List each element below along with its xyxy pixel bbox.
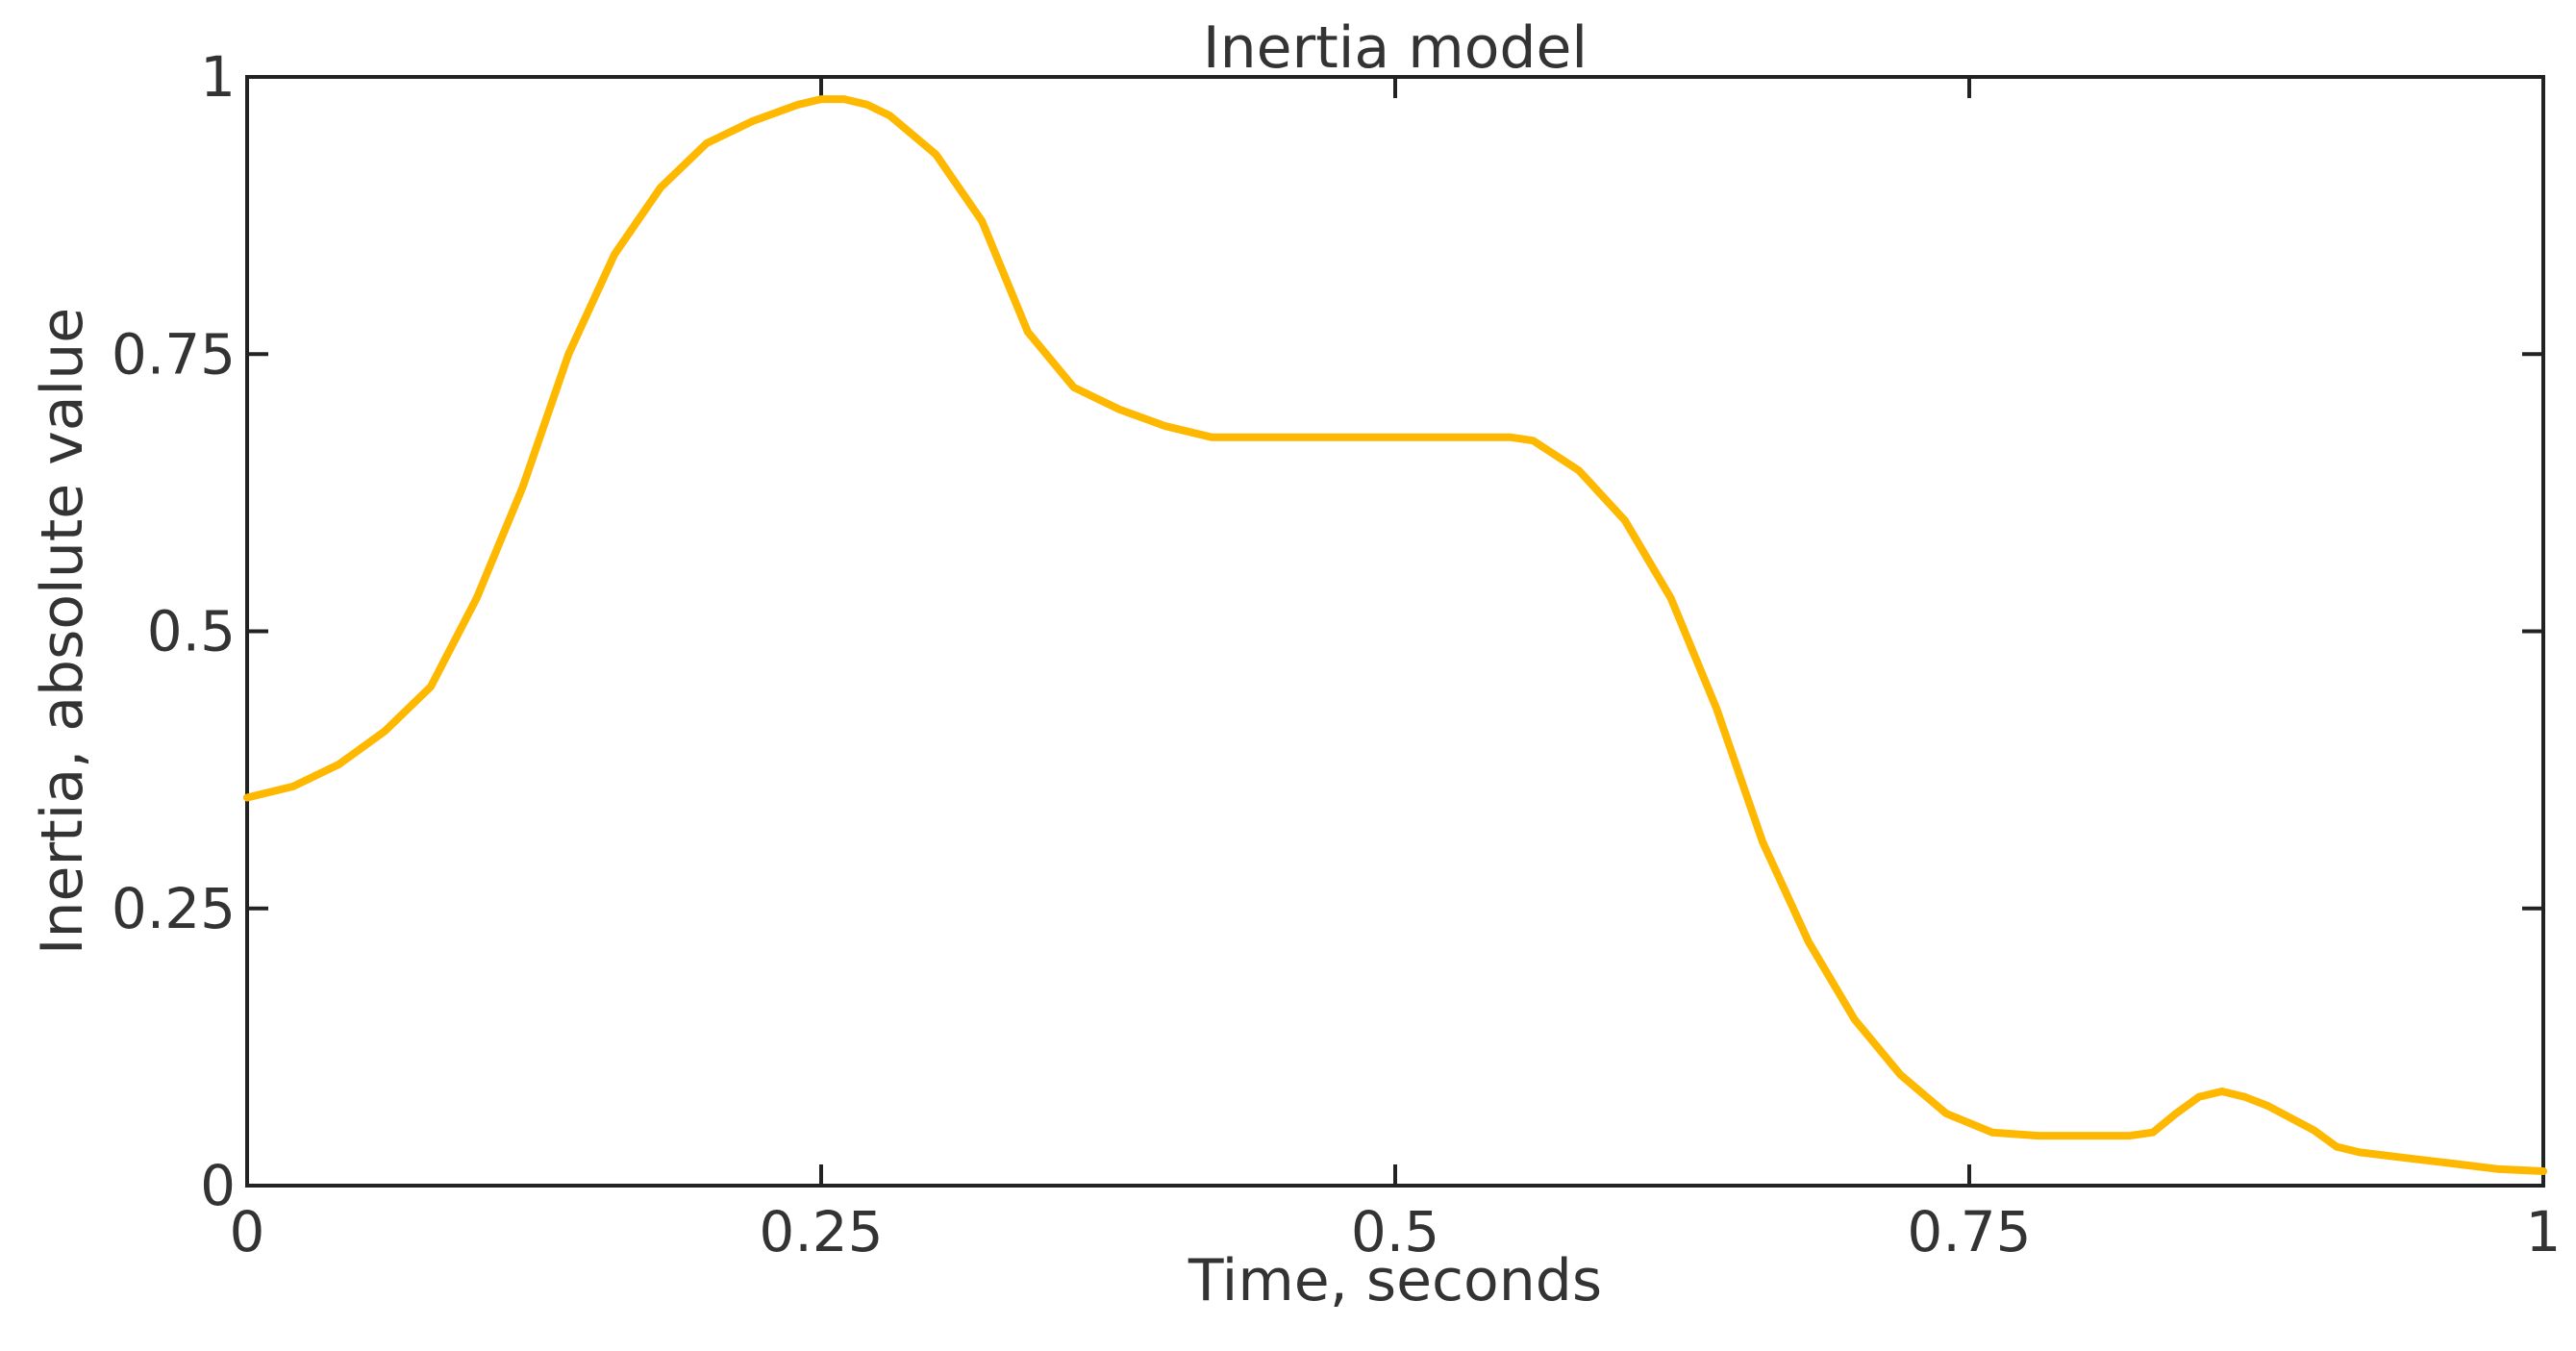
y-tick-label: 1 bbox=[200, 44, 236, 110]
y-tick-label: 0.75 bbox=[112, 321, 236, 387]
y-tick-label: 0.5 bbox=[147, 599, 236, 664]
chart-title: Inertia model bbox=[1203, 14, 1588, 82]
y-axis-label: Inertia, absolute value bbox=[29, 308, 96, 955]
plot-frame bbox=[245, 75, 2545, 1188]
x-axis-label: Time, seconds bbox=[1188, 1247, 1602, 1314]
y-tick-label: 0 bbox=[200, 1153, 236, 1218]
labels-layer: Inertia model Time, seconds Inertia, abs… bbox=[29, 14, 1602, 1314]
series-line bbox=[243, 95, 2547, 1175]
x-tick-label: 0.5 bbox=[1351, 1199, 1439, 1264]
x-tick-label: 0.25 bbox=[759, 1199, 883, 1264]
x-tick-label: 0.75 bbox=[1907, 1199, 2031, 1264]
y-tick-label: 0.25 bbox=[112, 876, 236, 941]
axes-layer: 0 0.25 0.5 0.75 1 0 0.25 0.5 0.75 1 bbox=[112, 44, 2562, 1264]
x-tick-label: 1 bbox=[2526, 1199, 2562, 1264]
x-tick-label: 0 bbox=[230, 1199, 265, 1264]
series-layer bbox=[243, 95, 2547, 1175]
